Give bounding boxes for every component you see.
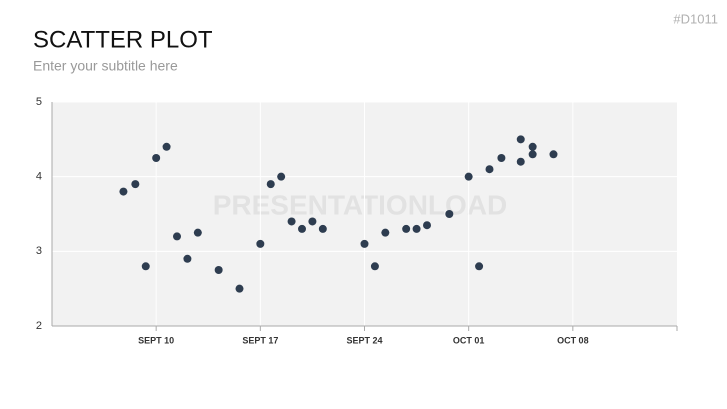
point (308, 217, 317, 226)
point (183, 254, 192, 263)
point (412, 224, 421, 233)
point (152, 154, 161, 162)
slide-code: #D1011 (673, 11, 718, 26)
y-tick-label: 4 (36, 171, 42, 183)
x-tick-label: SEPT 10 (138, 335, 174, 345)
point (318, 224, 327, 233)
point (173, 232, 181, 241)
point (485, 165, 494, 174)
point (287, 217, 296, 226)
point (162, 142, 171, 151)
point (445, 210, 454, 218)
point (119, 187, 128, 196)
point (549, 150, 558, 159)
point (360, 239, 369, 248)
point (256, 239, 265, 248)
point (266, 180, 275, 189)
point (423, 221, 431, 230)
point (381, 228, 390, 237)
point (235, 284, 244, 293)
watermark: PRESENTATIONLOAD (213, 189, 508, 220)
y-tick-label: 5 (36, 96, 42, 108)
point (516, 135, 525, 144)
point (298, 224, 306, 233)
point (497, 154, 506, 162)
point (528, 150, 537, 159)
point (528, 142, 537, 151)
point (370, 262, 379, 271)
x-tick-label: OCT 08 (557, 335, 589, 345)
point (131, 180, 140, 189)
point (516, 157, 525, 166)
point (214, 266, 223, 274)
y-tick-label: 3 (36, 245, 42, 257)
x-tick-label: SEPT 24 (346, 335, 382, 345)
x-tick-label: OCT 01 (453, 335, 485, 345)
point (141, 262, 150, 271)
chart-title: SCATTER PLOT (33, 26, 213, 53)
point (464, 172, 473, 181)
point (277, 172, 286, 181)
point (475, 262, 484, 271)
chart-subtitle: Enter your subtitle here (33, 58, 178, 74)
x-tick-label: SEPT 17 (242, 335, 278, 345)
point (193, 228, 202, 237)
y-tick-label: 2 (36, 320, 42, 332)
point (402, 224, 411, 233)
